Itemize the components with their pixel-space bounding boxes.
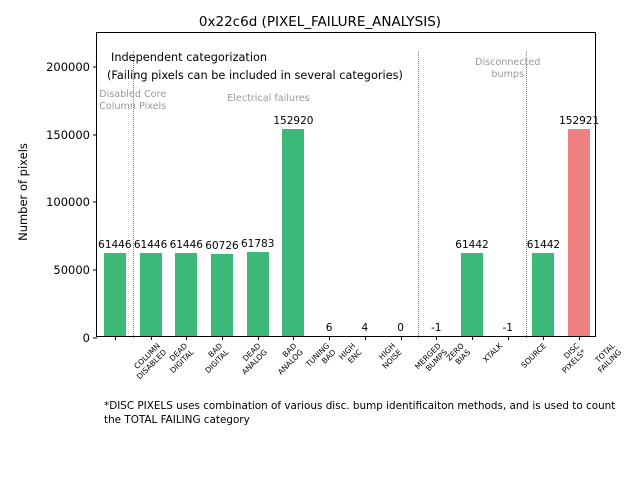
y-tick-mark (93, 269, 97, 271)
bar-value-label: -1 (431, 322, 442, 334)
group-annotation: Electrical failures (227, 93, 310, 104)
bar-value-label: 152920 (273, 114, 314, 127)
y-tick-mark (93, 201, 97, 203)
bar[interactable]: 61442 (527, 239, 560, 336)
chart-footnote: *DISC PIXELS uses combination of various… (104, 400, 616, 426)
category-divider (418, 51, 420, 338)
y-tick-label: 200000 (46, 59, 90, 74)
bar-value-label: 4 (361, 322, 369, 334)
x-tick-mark (507, 336, 509, 340)
group-annotation: Disconnected bumps (475, 57, 541, 80)
y-tick-mark (93, 134, 97, 136)
chart-title: 0x22c6d (PIXEL_FAILURE_ANALYSIS) (198, 14, 442, 30)
x-tick-label: DEAD DIGITAL (167, 341, 196, 375)
x-tick-mark (114, 336, 116, 340)
bar[interactable]: 152921 (559, 115, 599, 336)
x-tick-mark (257, 336, 259, 340)
y-tick-label: 150000 (46, 127, 90, 142)
bar-value-label: 61446 (133, 238, 168, 251)
bar-value-label: 61446 (98, 238, 132, 251)
x-tick-label: ZERO BIAS (444, 341, 473, 367)
bar-value-label: 6 (325, 322, 333, 334)
x-tick-mark (579, 336, 581, 340)
x-tick-label: BAD DIGITAL (203, 341, 231, 375)
x-tick-mark (222, 336, 223, 340)
bar[interactable]: 60726 (205, 240, 239, 336)
bar[interactable]: 61442 (455, 239, 489, 336)
annotation-headline-2: (Failing pixels can be included in sever… (107, 69, 403, 82)
bar[interactable]: 61446 (98, 239, 132, 336)
bar[interactable]: 61446 (170, 239, 203, 336)
x-tick-label: MERGED BUMPS (412, 341, 449, 373)
x-tick-mark (364, 336, 366, 340)
x-tick-label: HIGH NOISE (376, 341, 404, 371)
x-tick-mark (293, 336, 295, 340)
bar-value-label: 61783 (241, 238, 275, 251)
x-tick-mark (186, 336, 188, 340)
y-tick-label: 0 (82, 331, 90, 345)
x-tick-mark (150, 336, 152, 340)
x-tick-mark (400, 336, 402, 340)
x-tick-mark (436, 336, 438, 340)
x-tick-mark (329, 336, 331, 340)
x-tick-label: BAD ANALOG (275, 341, 305, 377)
bar[interactable]: 152920 (273, 115, 313, 336)
bar-value-label: 152921 (559, 114, 600, 127)
bar-value-label: 61446 (169, 238, 203, 251)
y-tick-mark (93, 66, 97, 68)
x-tick-label: TOTAL FAILING (593, 341, 624, 375)
bar-value-label: -1 (502, 322, 513, 334)
x-tick-label: XTALK (481, 341, 505, 365)
x-tick-label: DISC PIXELS* (560, 341, 589, 375)
annotation-headline-1: Independent categorization (111, 51, 268, 64)
y-axis-label: Number of pixels (16, 142, 30, 241)
bar-value-label: 61442 (455, 238, 489, 251)
x-tick-mark (543, 336, 545, 340)
bar[interactable]: 61783 (241, 238, 274, 336)
x-tick-mark (472, 336, 473, 340)
plot-axes: Number of pixels 0 50000 100000 150000 20000… (16, 32, 623, 381)
x-tick-label: SOURCE (519, 341, 548, 370)
x-tick-label: TUNING BAD (304, 341, 339, 369)
category-divider (132, 51, 134, 338)
category-divider (525, 51, 527, 338)
bar-value-label: 0 (397, 322, 404, 334)
bar-value-label: 61442 (526, 238, 561, 251)
y-tick-mark (93, 337, 97, 339)
y-tick-label: 50000 (53, 263, 90, 278)
y-tick-label: 100000 (46, 195, 90, 210)
group-annotation: Disabled Core Column Pixels (99, 89, 167, 112)
bar-value-label: 60726 (205, 239, 239, 252)
x-tick-label: HIGH ENC (337, 341, 364, 366)
x-tick-label: DEAD ANALOG (239, 341, 269, 377)
bar[interactable]: 61446 (134, 239, 167, 336)
